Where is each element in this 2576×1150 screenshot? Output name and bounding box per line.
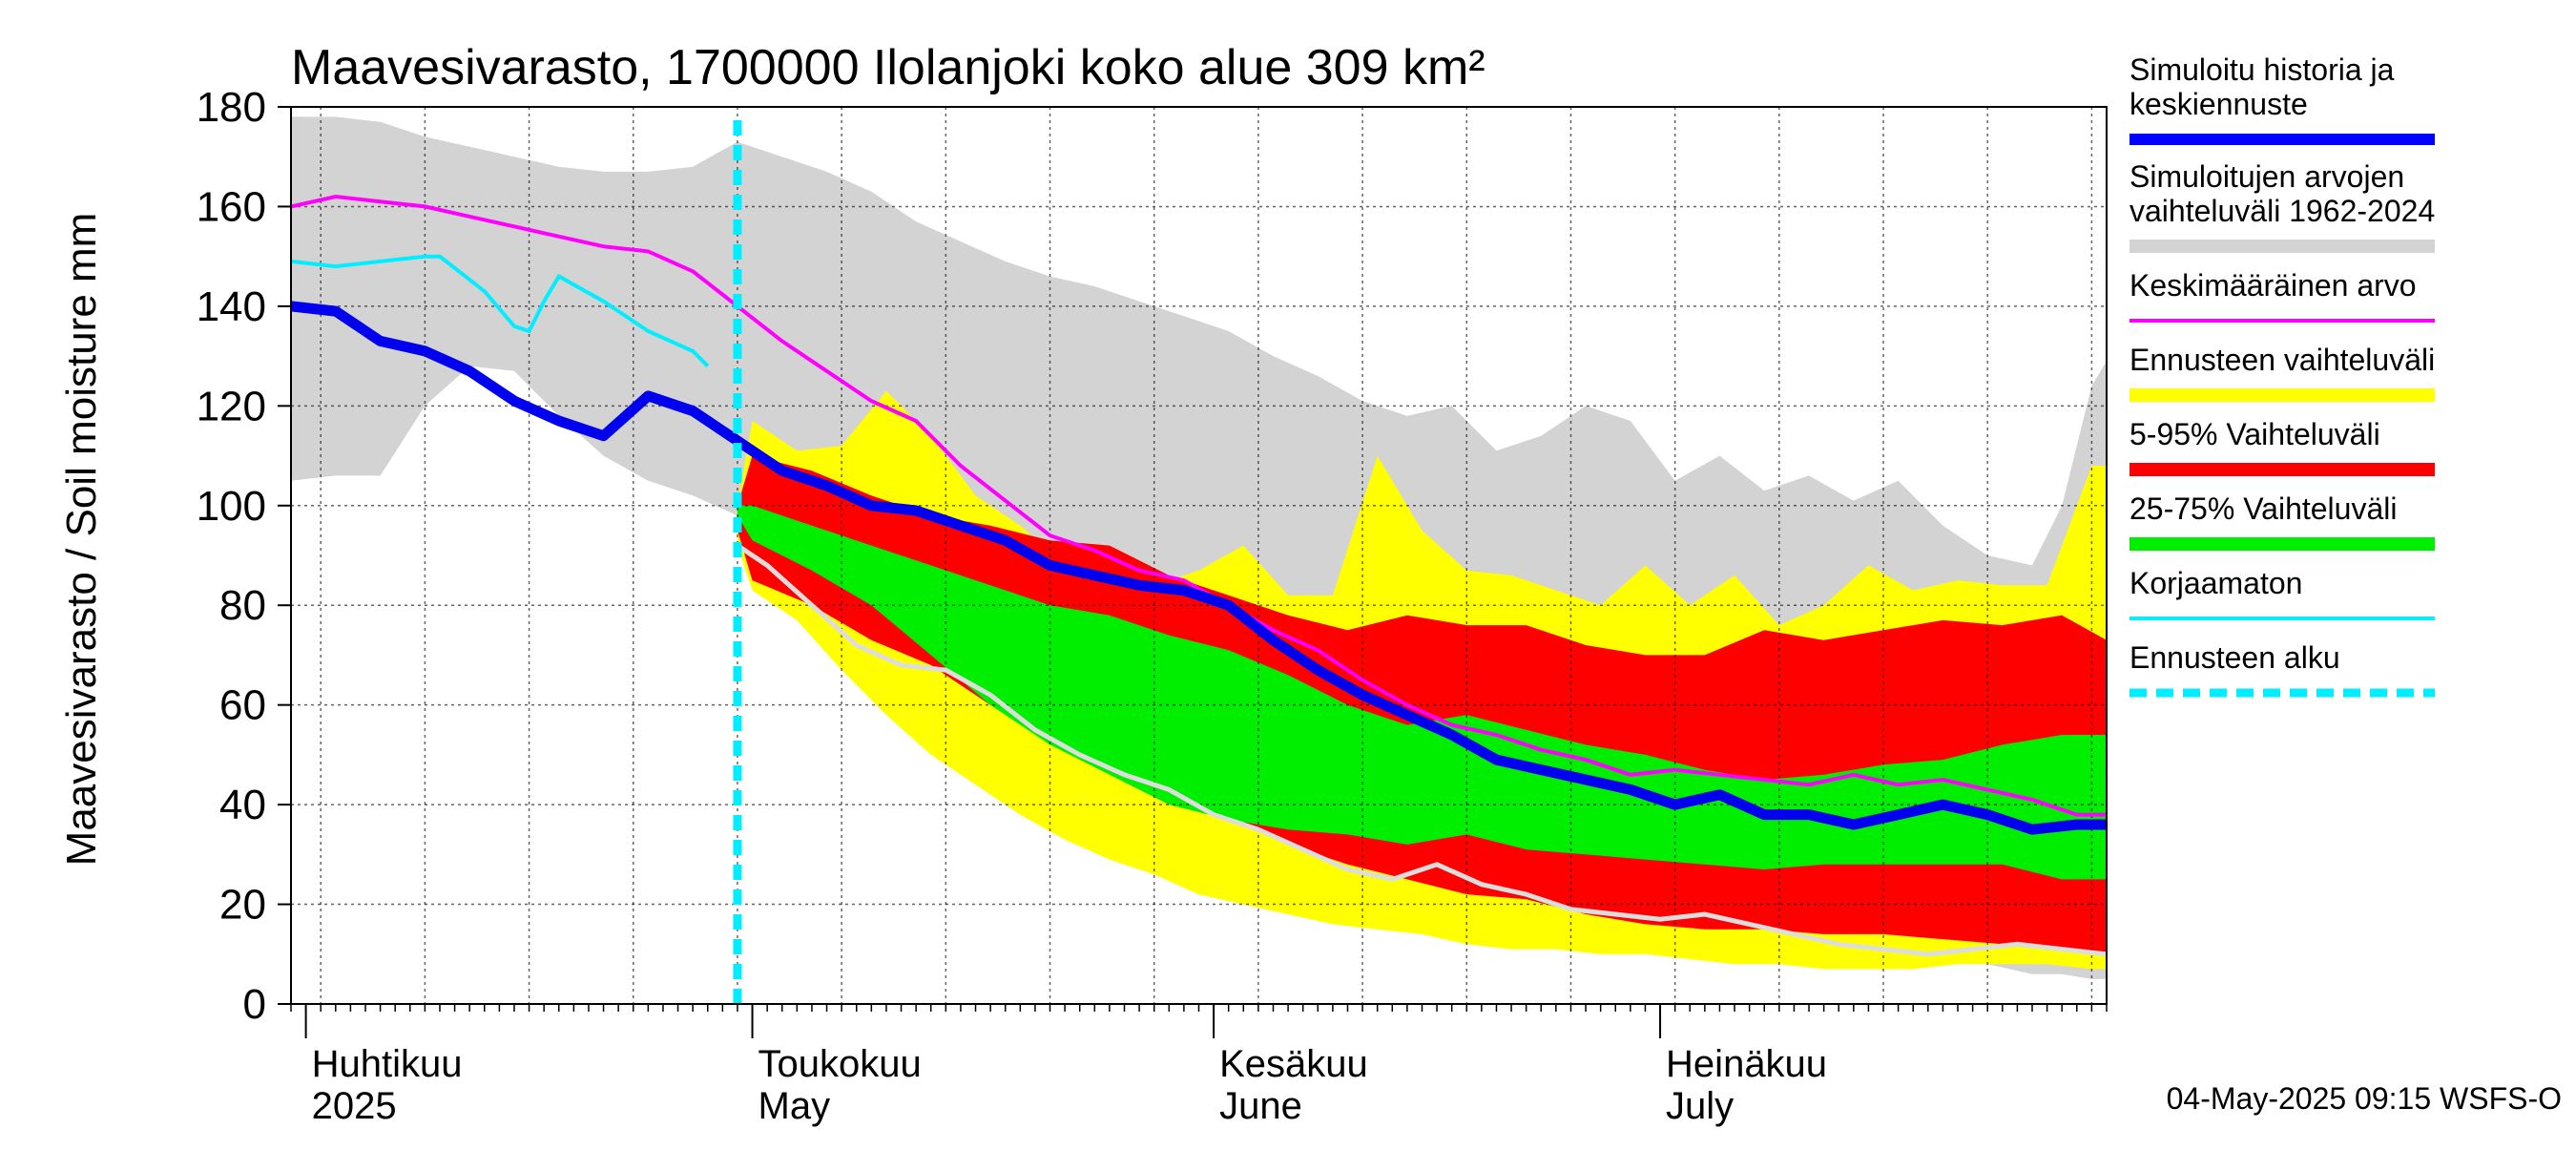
chart-title: Maavesivarasto, 1700000 Ilolanjoki koko …: [291, 40, 1485, 95]
p25-75-band: [737, 505, 2107, 880]
x-month-label-en: July: [1666, 1085, 1734, 1127]
x-month-label-fi: Heinäkuu: [1666, 1043, 1827, 1085]
legend-label-line: Keskimääräinen arvo: [2129, 268, 2417, 303]
legend-label-line: keskiennuste: [2129, 87, 2308, 121]
legend-label: 5-95% Vaihteluväli: [2129, 417, 2380, 451]
uncorrected-line: [290, 254, 710, 368]
x-month-label-en: 2025: [312, 1085, 397, 1127]
legend-label-line: Ennusteen alku: [2129, 640, 2340, 675]
legend-label: 25-75% Vaihteluväli: [2129, 491, 2397, 526]
y-tick-label: 0: [243, 981, 266, 1028]
y-tick-label: 100: [197, 483, 266, 530]
legend-label: Keskimääräinen arvo: [2129, 268, 2417, 303]
y-tick-label: 20: [219, 882, 266, 929]
y-tick-label: 80: [219, 582, 266, 629]
legend-label-line: 5-95% Vaihteluväli: [2129, 417, 2380, 451]
legend-label: Ennusteen vaihteluväli: [2129, 343, 2435, 377]
simulated-history-line: [290, 301, 2107, 835]
y-tick-label: 140: [197, 283, 266, 330]
y-tick-label: 40: [219, 782, 266, 828]
x-month-label-fi: Huhtikuu: [312, 1043, 463, 1085]
y-tick-label: 60: [219, 682, 266, 729]
legend-label: Simuloitujen arvojen vaihteluväli 1962-20…: [2129, 159, 2435, 228]
legend-label-line: Korjaamaton: [2129, 566, 2302, 600]
legend-label-line: 25-75% Vaihteluväli: [2129, 491, 2397, 526]
legend-label: Ennusteen alku: [2129, 640, 2340, 675]
y-tick-label: 180: [197, 84, 266, 131]
footer-timestamp: 04-May-2025 09:15 WSFS-O: [2167, 1081, 2562, 1116]
forecast-gray-line: [736, 543, 2108, 957]
legend-label: Simuloitu historia ja keskiennuste: [2129, 52, 2395, 121]
legend-label-line: vaihteluväli 1962-2024: [2129, 194, 2435, 228]
legend-label-line: Ennusteen vaihteluväli: [2129, 343, 2435, 377]
y-tick-label: 120: [197, 383, 266, 429]
legend-label-line: Simuloitujen arvojen: [2129, 159, 2404, 194]
legend-label-line: Simuloitu historia ja: [2129, 52, 2395, 87]
x-month-label-en: May: [758, 1085, 831, 1127]
y-tick-label: 160: [197, 183, 266, 230]
x-month-label-fi: Toukokuu: [758, 1043, 922, 1085]
x-month-label-en: June: [1219, 1085, 1302, 1127]
x-month-label-fi: Kesäkuu: [1219, 1043, 1368, 1085]
legend-label: Korjaamaton: [2129, 566, 2302, 600]
y-axis-label: Maavesivarasto / Soil moisture mm: [58, 213, 105, 867]
